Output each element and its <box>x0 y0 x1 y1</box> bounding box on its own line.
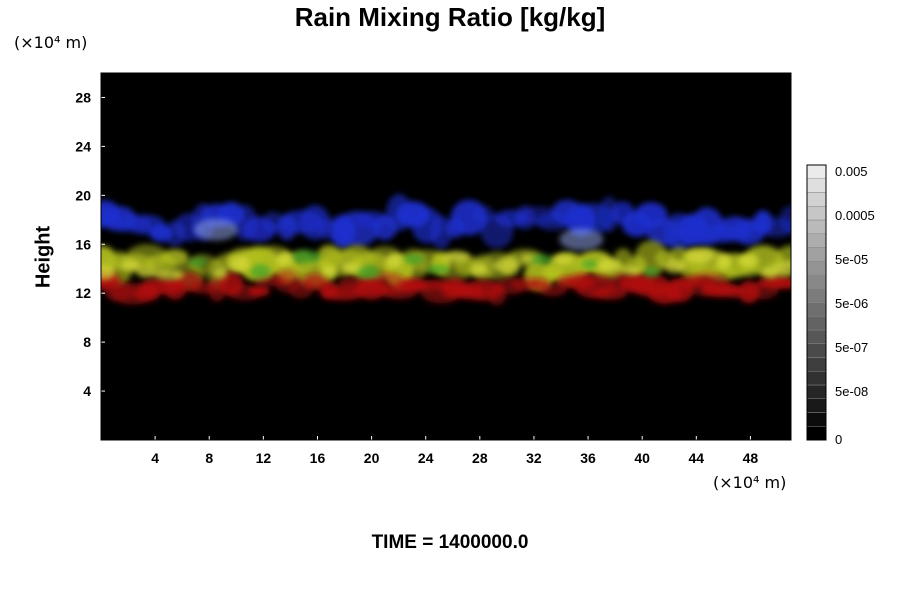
swirl-0 <box>194 218 238 241</box>
highlight-blob <box>580 260 600 269</box>
highlight-blob <box>249 264 271 279</box>
colorbar-level <box>806 426 827 441</box>
x-tick-label: 44 <box>689 450 705 466</box>
colorbar-level <box>806 398 827 413</box>
highlight-blob <box>773 260 791 277</box>
colorbar-level <box>806 412 827 427</box>
y-tick-label: 20 <box>75 187 91 203</box>
colorbar-level <box>806 384 827 399</box>
band-2-blob <box>772 278 791 289</box>
colorbar-label: 5e-08 <box>835 384 868 399</box>
highlight-blob <box>290 249 321 264</box>
x-tick-label: 28 <box>472 450 488 466</box>
colorbar-level <box>806 261 827 276</box>
x-tick-label: 36 <box>580 450 596 466</box>
highlight-blob <box>211 267 227 279</box>
highlight-blob <box>684 247 715 264</box>
x-tick-label: 32 <box>526 450 542 466</box>
band-0-blob <box>598 196 620 233</box>
highlight-blob <box>663 259 686 274</box>
y-axis-unit: (×10⁴ m) <box>14 33 88 52</box>
highlight-blob <box>738 254 758 267</box>
colorbar-level <box>806 371 827 386</box>
band-0-blob <box>430 215 452 250</box>
band-2-blob <box>539 284 567 297</box>
highlight-blob <box>276 252 292 267</box>
highlight-blob <box>189 257 207 267</box>
y-tick-label: 8 <box>83 334 91 350</box>
y-tick-label: 16 <box>75 236 91 252</box>
plot-frame <box>100 72 792 441</box>
y-tick-label: 24 <box>75 138 91 154</box>
x-axis-unit: (×10⁴ m) <box>713 473 787 492</box>
colorbar-level <box>806 219 827 234</box>
colorbar-label: 5e-05 <box>835 252 868 267</box>
x-tick-label: 24 <box>418 450 434 466</box>
highlight-blob <box>136 267 157 278</box>
colorbar-label: 0.0005 <box>835 208 875 223</box>
colorbar-level <box>806 178 827 193</box>
highlight-blob <box>154 269 184 281</box>
colorbar-level <box>806 343 827 358</box>
highlight-blob <box>530 254 553 265</box>
colorbar-label: 0 <box>835 432 842 447</box>
colorbar-level <box>806 302 827 317</box>
highlight-blob <box>401 254 425 264</box>
highlight-blob <box>120 259 141 270</box>
colorbar-level <box>806 192 827 207</box>
highlight-blob <box>471 263 488 276</box>
highlight-blob <box>355 265 381 279</box>
highlight-blob <box>598 258 621 272</box>
band-2-blob <box>591 287 627 300</box>
band-2-blob <box>248 285 270 297</box>
colorbar-level <box>806 206 827 221</box>
highlight-blob <box>760 267 779 279</box>
highlight-blob <box>443 251 471 263</box>
colorbar-level <box>806 288 827 303</box>
band-highlights <box>101 247 791 281</box>
x-tick-label: 16 <box>310 450 326 466</box>
colorbar-level <box>806 274 827 289</box>
x-tick-label: 20 <box>364 450 380 466</box>
time-label: TIME = 1400000.0 <box>371 532 529 553</box>
colorbar-label: 0.005 <box>835 164 868 179</box>
highlight-blob <box>385 253 402 268</box>
y-tick-label: 12 <box>75 285 91 301</box>
colorbar-level <box>806 357 827 372</box>
colorbar-frame <box>806 164 827 441</box>
highlight-blob <box>321 265 336 277</box>
y-tick-label: 28 <box>75 89 91 105</box>
chart-title: Rain Mixing Ratio [kg/kg] <box>294 2 606 32</box>
highlight-blob <box>426 264 450 274</box>
band-2-blob <box>320 285 366 301</box>
colorbar-level <box>806 247 827 262</box>
y-tick-label: 4 <box>83 383 91 399</box>
band-0-blob <box>779 205 791 234</box>
highlight-blob <box>642 266 660 278</box>
rain-field <box>101 193 791 306</box>
band-1-blob <box>161 249 189 266</box>
x-tick-label: 4 <box>151 450 159 466</box>
colorbar-level <box>806 329 827 344</box>
highlight-blob <box>554 254 574 266</box>
highlight-blob <box>493 257 520 274</box>
colorbar-level <box>806 316 827 331</box>
highlight-blob <box>228 255 250 272</box>
highlight-blob <box>716 253 732 269</box>
x-tick-label: 48 <box>743 450 759 466</box>
band-2 <box>101 268 791 306</box>
x-tick-label: 40 <box>634 450 650 466</box>
colorbar-level <box>806 233 827 248</box>
highlight-blob <box>101 264 115 281</box>
colorbar-level <box>806 164 827 179</box>
colorbar-label: 5e-07 <box>835 340 868 355</box>
highlight-blob <box>621 265 642 276</box>
x-tick-label: 12 <box>256 450 272 466</box>
swirl-1 <box>559 228 604 251</box>
colorbar-label: 5e-06 <box>835 296 868 311</box>
x-tick-label: 8 <box>205 450 213 466</box>
